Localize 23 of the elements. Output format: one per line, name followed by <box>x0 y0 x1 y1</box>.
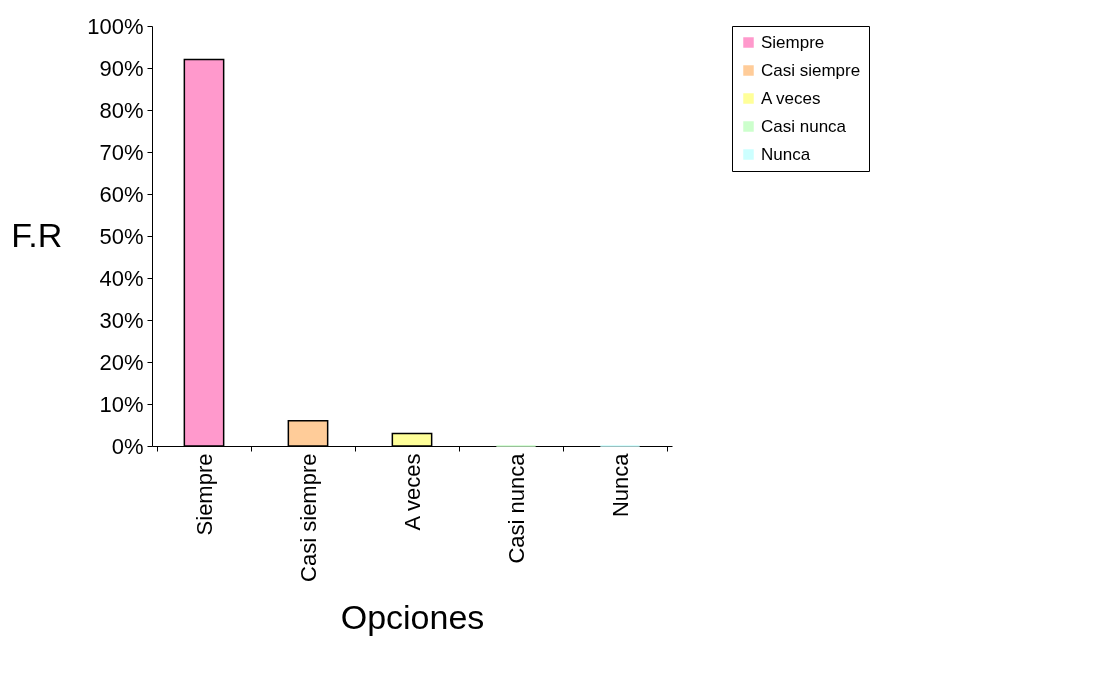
y-tick-label: 0% <box>111 433 144 459</box>
x-tick-label: Casi siempre <box>295 453 321 582</box>
y-tick-label: 80% <box>99 97 144 123</box>
y-tick-label: 100% <box>87 13 144 39</box>
y-tick-label: 20% <box>99 349 144 375</box>
y-tick-label: 60% <box>99 181 144 207</box>
y-tick-label: 10% <box>99 391 144 417</box>
y-tick-label: 30% <box>99 307 144 333</box>
legend-label: Nunca <box>761 144 811 164</box>
y-axis-title: F.R <box>11 215 63 254</box>
legend-label: A veces <box>761 88 821 108</box>
y-tick-label: 70% <box>99 139 144 165</box>
legend-label: Siempre <box>761 32 825 52</box>
x-tick-label: Casi nunca <box>503 452 529 564</box>
x-tick-label: Nunca <box>607 452 633 518</box>
y-tick-label: 90% <box>99 55 144 81</box>
y-tick-label: 50% <box>99 223 144 249</box>
x-tick-label: A veces <box>399 453 425 531</box>
x-tick-label: Siempre <box>191 453 217 536</box>
legend-label: Casi nunca <box>761 116 847 136</box>
y-tick-label: 40% <box>99 265 144 291</box>
x-axis-title: Opciones <box>340 597 485 636</box>
legend-label: Casi siempre <box>761 60 861 80</box>
